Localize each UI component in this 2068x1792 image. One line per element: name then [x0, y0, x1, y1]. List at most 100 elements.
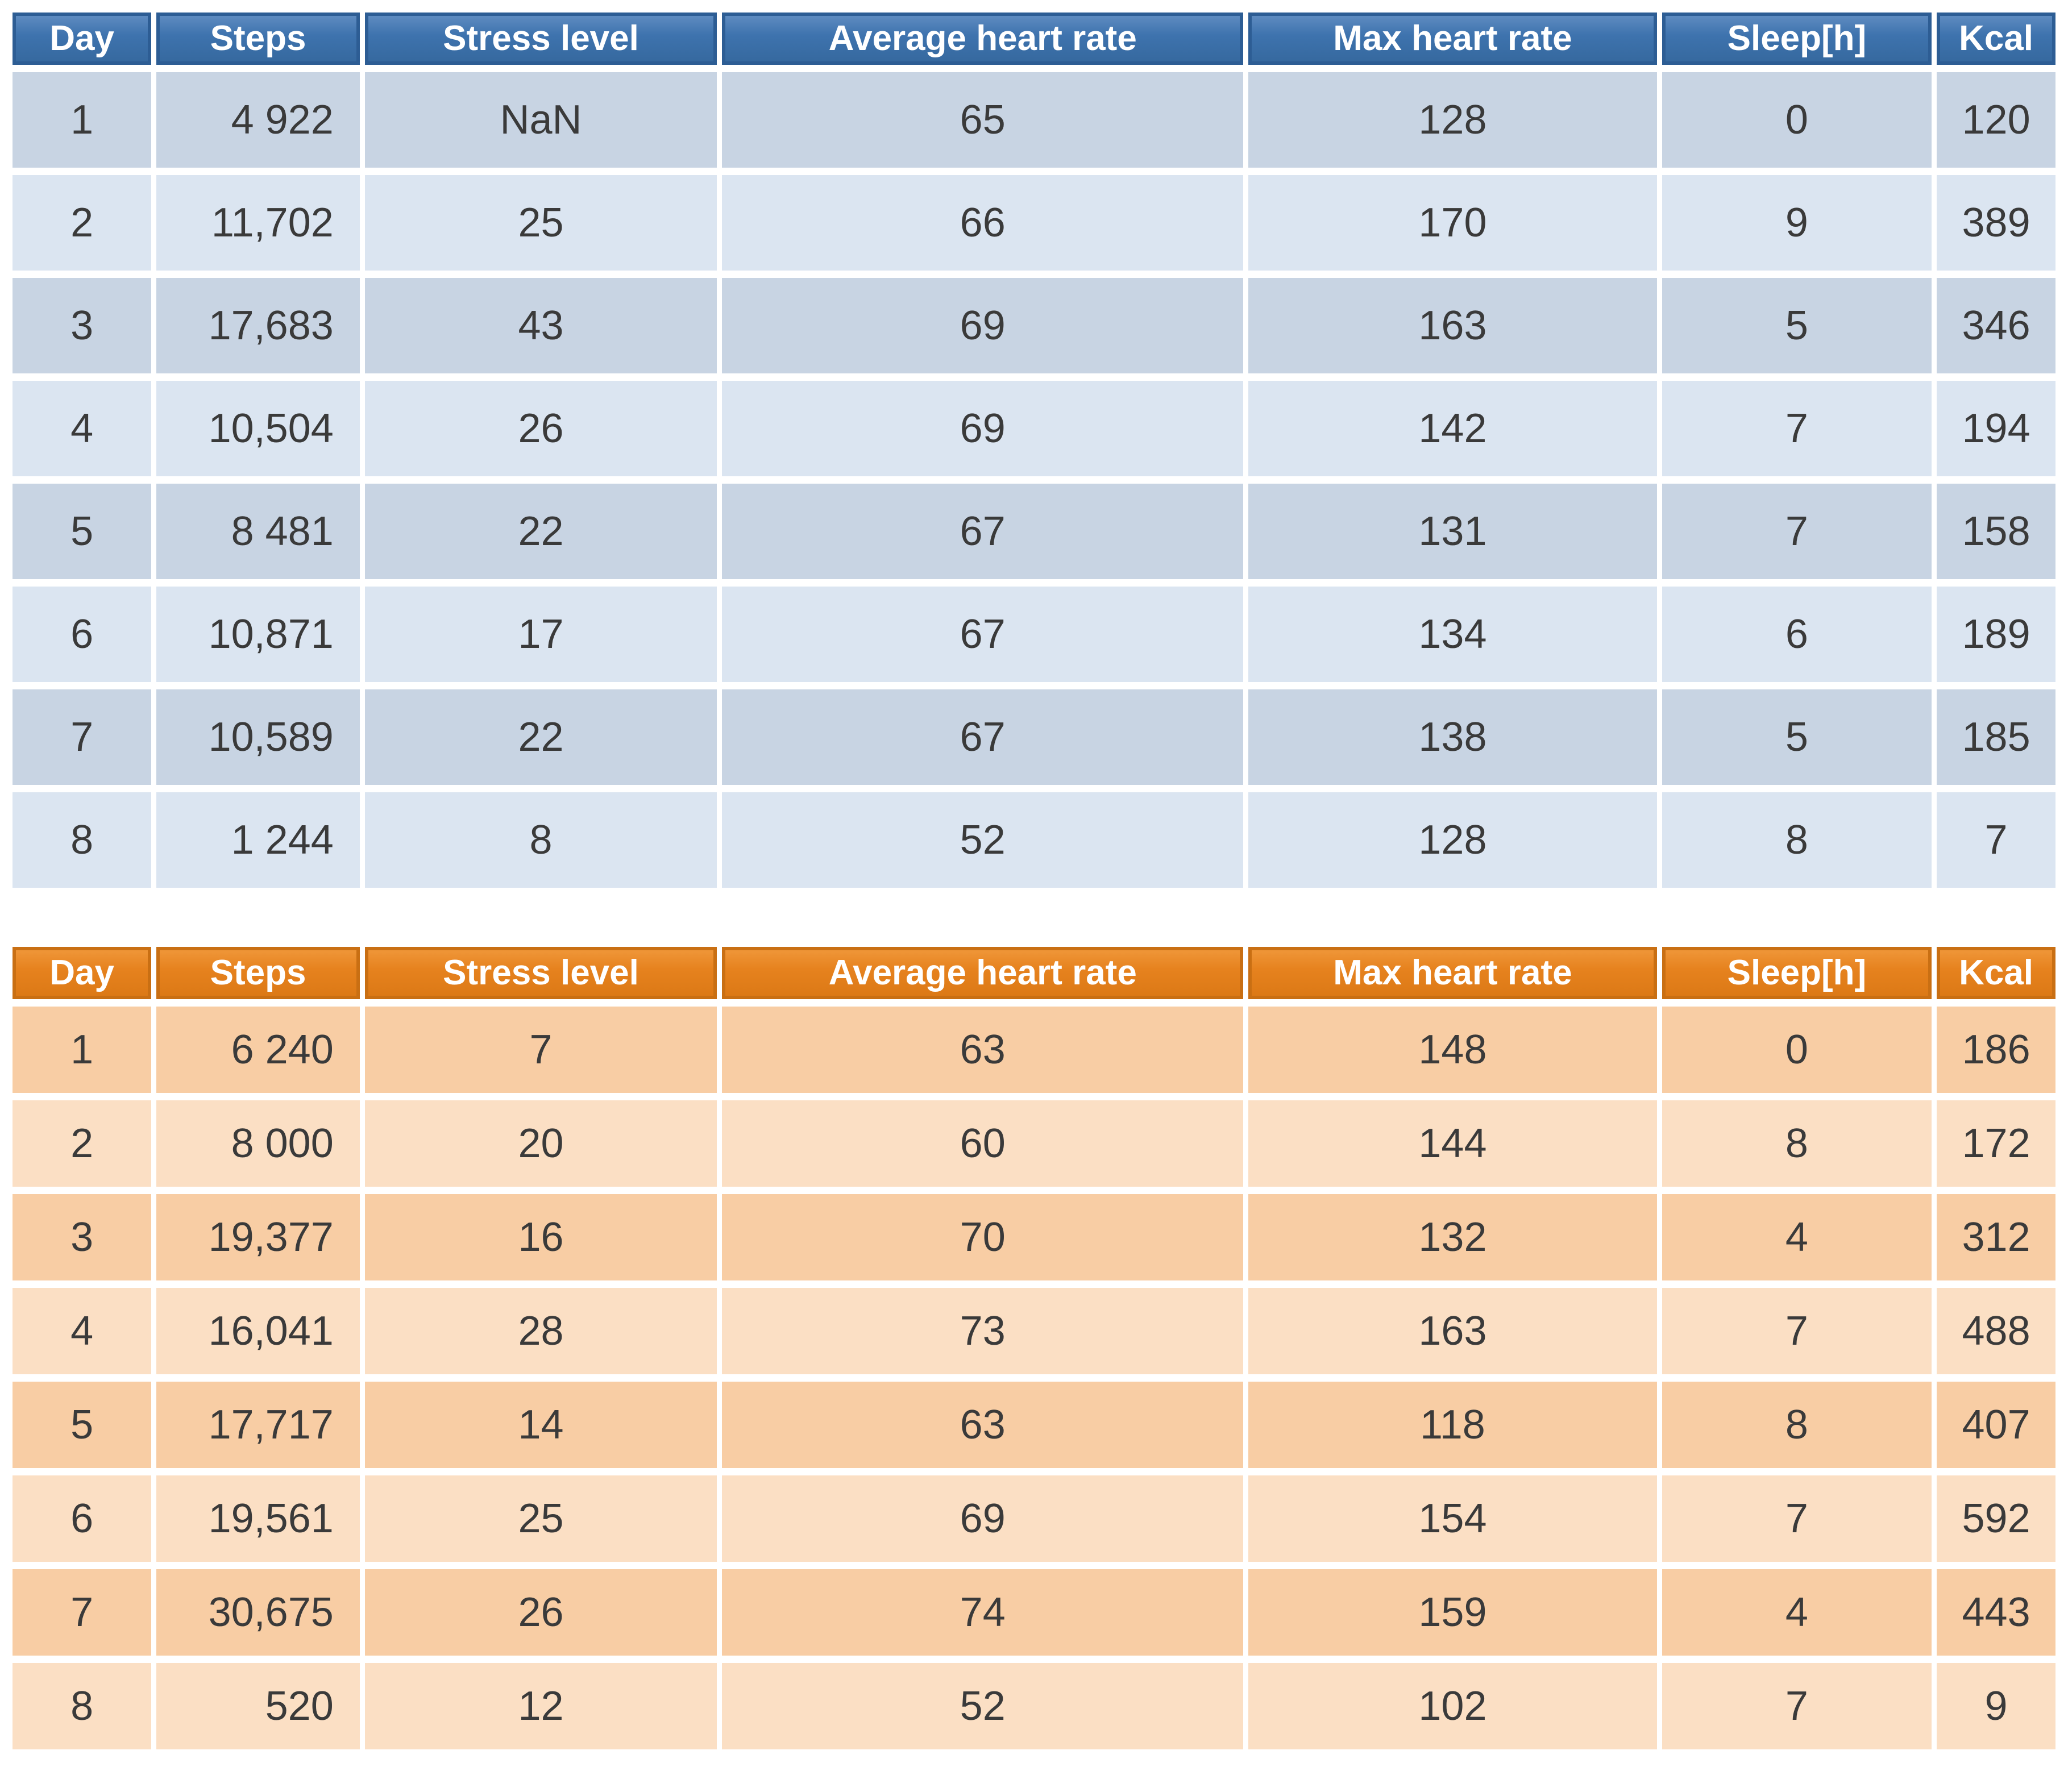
column-header-stress-level: Stress level [364, 13, 717, 65]
table-row: 5 17,717 14 63 118 8 407 [13, 1382, 2055, 1468]
table-cell: 144 [1248, 1100, 1657, 1187]
table-cell: 389 [1937, 175, 2055, 271]
table-cell: 4 [1662, 1194, 1932, 1280]
table-cell: 8 000 [156, 1100, 360, 1187]
table-cell: 159 [1248, 1569, 1657, 1656]
table-cell: 5 [1662, 689, 1932, 785]
table-cell: 0 [1662, 72, 1932, 168]
table-cell: 5 [13, 484, 152, 579]
table-cell: 138 [1248, 689, 1657, 785]
table-row: 6 10,871 17 67 134 6 189 [13, 587, 2055, 682]
table-cell: 65 [722, 72, 1244, 168]
table-cell: 7 [1662, 484, 1932, 579]
table-cell: 70 [722, 1194, 1244, 1280]
table-cell: 52 [722, 1663, 1244, 1749]
table-cell: 1 244 [156, 792, 360, 888]
table-cell: 142 [1248, 381, 1657, 476]
table-row: 7 10,589 22 67 138 5 185 [13, 689, 2055, 785]
table-cell: 148 [1248, 1007, 1657, 1093]
table-cell: 28 [364, 1288, 717, 1374]
table-cell: 488 [1937, 1288, 2055, 1374]
column-header-max-heart-rate: Max heart rate [1248, 13, 1657, 65]
column-header-steps: Steps [156, 947, 360, 999]
table-cell: 10,589 [156, 689, 360, 785]
table-cell: 189 [1937, 587, 2055, 682]
table-cell: 20 [364, 1100, 717, 1187]
column-header-day: Day [13, 947, 152, 999]
table-cell: 163 [1248, 1288, 1657, 1374]
column-header-average-heart-rate: Average heart rate [722, 947, 1244, 999]
table-cell: 52 [722, 792, 1244, 888]
column-header-kcal: Kcal [1937, 13, 2055, 65]
table-cell: 19,561 [156, 1475, 360, 1562]
table-cell: 63 [722, 1007, 1244, 1093]
table-cell: 43 [364, 278, 717, 373]
table-cell: 30,675 [156, 1569, 360, 1656]
table-cell: 154 [1248, 1475, 1657, 1562]
table-cell: 346 [1937, 278, 2055, 373]
table-cell: 17,717 [156, 1382, 360, 1468]
column-header-sleep-h: Sleep[h] [1662, 13, 1932, 65]
table-cell: 3 [13, 1194, 152, 1280]
table-cell: 14 [364, 1382, 717, 1468]
table-cell: 69 [722, 278, 1244, 373]
table-cell: 8 [1662, 792, 1932, 888]
table-cell: 19,377 [156, 1194, 360, 1280]
table-cell: 10,871 [156, 587, 360, 682]
table-row: 7 30,675 26 74 159 4 443 [13, 1569, 2055, 1656]
table-cell: 7 [1662, 1288, 1932, 1374]
table-cell: 11,702 [156, 175, 360, 271]
table-row: 4 16,041 28 73 163 7 488 [13, 1288, 2055, 1374]
table-row: 3 19,377 16 70 132 4 312 [13, 1194, 2055, 1280]
table-cell: 131 [1248, 484, 1657, 579]
table-cell: 67 [722, 587, 1244, 682]
table-cell: 12 [364, 1663, 717, 1749]
table-cell: 9 [1662, 175, 1932, 271]
table-cell: 8 [364, 792, 717, 888]
header-row: Day Steps Stress level Average heart rate Ma… [13, 13, 2055, 65]
table-cell: 3 [13, 278, 152, 373]
table-cell: 69 [722, 381, 1244, 476]
table-row: 3 17,683 43 69 163 5 346 [13, 278, 2055, 373]
column-header-average-heart-rate: Average heart rate [722, 13, 1244, 65]
table-cell: 25 [364, 1475, 717, 1562]
table-cell: 69 [722, 1475, 1244, 1562]
table-cell: 74 [722, 1569, 1244, 1656]
table-cell: 25 [364, 175, 717, 271]
table-cell: 170 [1248, 175, 1657, 271]
table-cell: 63 [722, 1382, 1244, 1468]
table-cell: 17 [364, 587, 717, 682]
table-cell: 4 [13, 381, 152, 476]
table-cell: 9 [1937, 1663, 2055, 1749]
table-cell: 66 [722, 175, 1244, 271]
table-cell: 0 [1662, 1007, 1932, 1093]
table-cell: 312 [1937, 1194, 2055, 1280]
table-cell: 8 [1662, 1100, 1932, 1187]
table-cell: 118 [1248, 1382, 1657, 1468]
table-cell: 163 [1248, 278, 1657, 373]
table-cell: 16,041 [156, 1288, 360, 1374]
table-cell: 4 [1662, 1569, 1932, 1656]
table-cell: 10,504 [156, 381, 360, 476]
table-cell: 6 [13, 1475, 152, 1562]
table-cell: 132 [1248, 1194, 1657, 1280]
table-cell: 60 [722, 1100, 1244, 1187]
table-cell: NaN [364, 72, 717, 168]
table-cell: 172 [1937, 1100, 2055, 1187]
table-cell: 6 240 [156, 1007, 360, 1093]
table-cell: 67 [722, 689, 1244, 785]
column-header-kcal: Kcal [1937, 947, 2055, 999]
table-cell: 4 922 [156, 72, 360, 168]
column-header-day: Day [13, 13, 152, 65]
table-cell: 592 [1937, 1475, 2055, 1562]
header-row: Day Steps Stress level Average heart rate Ma… [13, 947, 2055, 999]
table-cell: 5 [13, 1382, 152, 1468]
column-header-max-heart-rate: Max heart rate [1248, 947, 1657, 999]
table-cell: 185 [1937, 689, 2055, 785]
table-cell: 8 [1662, 1382, 1932, 1468]
table-cell: 5 [1662, 278, 1932, 373]
